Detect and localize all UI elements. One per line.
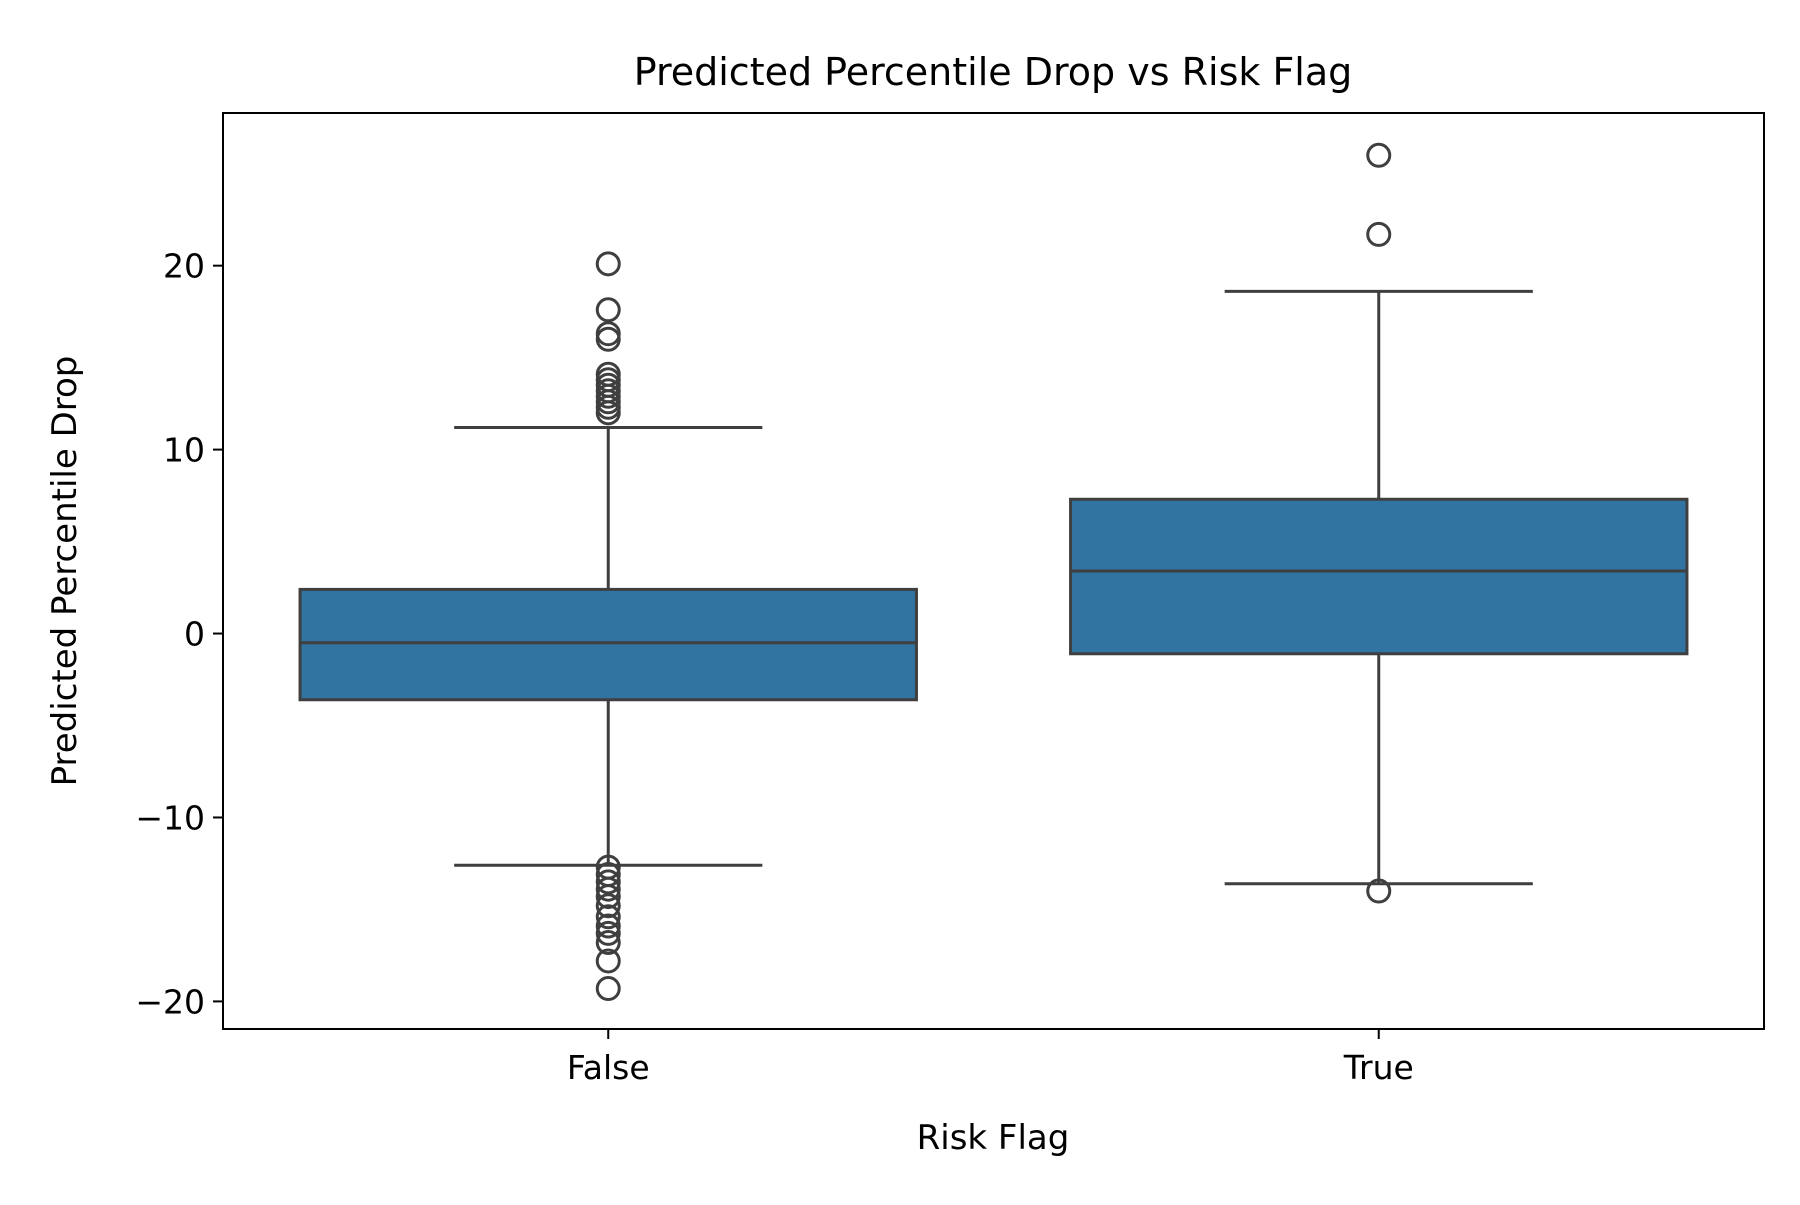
plot-marks bbox=[298, 142, 1689, 1002]
outlier-point bbox=[595, 326, 621, 352]
outlier-point bbox=[595, 904, 621, 930]
outlier-point bbox=[1366, 142, 1392, 168]
outlier-point bbox=[595, 321, 621, 347]
y-tick-label: 10 bbox=[163, 431, 205, 470]
box-iqr bbox=[1069, 497, 1689, 656]
outlier-point bbox=[595, 884, 621, 910]
outlier-point bbox=[595, 876, 621, 902]
x-tick-label: False bbox=[567, 1048, 650, 1087]
x-tick-label: True bbox=[1343, 1048, 1414, 1087]
y-tick-label: −20 bbox=[135, 982, 205, 1021]
box-iqr bbox=[298, 587, 918, 702]
chart-title: Predicted Percentile Drop vs Risk Flag bbox=[634, 50, 1353, 94]
y-tick-label: −10 bbox=[135, 798, 205, 837]
box-group-true bbox=[1069, 142, 1689, 904]
outlier-point bbox=[595, 251, 621, 277]
box-group-false bbox=[298, 251, 918, 1002]
outlier-point bbox=[1366, 878, 1392, 904]
outlier-point bbox=[595, 297, 621, 323]
outlier-point bbox=[595, 948, 621, 974]
y-tick-label: 0 bbox=[184, 615, 205, 654]
y-tick-label: 20 bbox=[163, 247, 205, 286]
outlier-point bbox=[595, 869, 621, 895]
outlier-point bbox=[1366, 221, 1392, 247]
outlier-point bbox=[595, 913, 621, 939]
outlier-point bbox=[595, 893, 621, 919]
axes: −20 −10 0 10 20 False True bbox=[135, 247, 1413, 1087]
x-axis-label: Risk Flag bbox=[917, 1118, 1070, 1158]
y-axis-label: Predicted Percentile Drop bbox=[45, 356, 85, 787]
outlier-point bbox=[595, 400, 621, 426]
outlier-point bbox=[595, 976, 621, 1002]
outlier-point bbox=[595, 920, 621, 946]
plot-frame bbox=[222, 112, 1765, 1030]
outlier-point bbox=[595, 930, 621, 956]
